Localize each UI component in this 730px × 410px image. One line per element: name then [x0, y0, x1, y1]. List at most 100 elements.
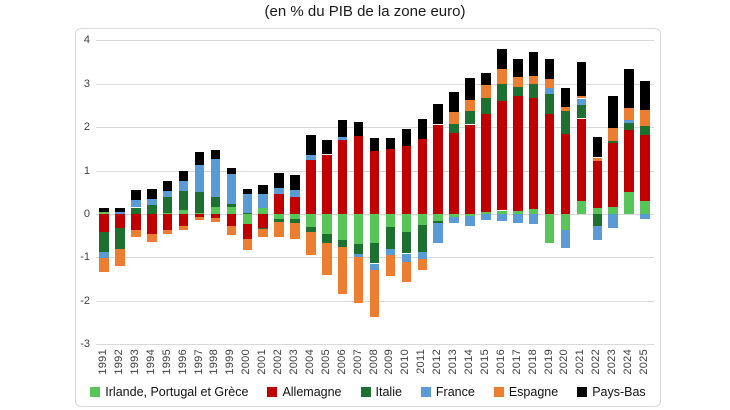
- bar-segment: [162, 230, 173, 234]
- legend-color-marker: [90, 387, 101, 397]
- bar-segment: [481, 113, 491, 212]
- bar-segment: [449, 91, 459, 112]
- bar-segment: [210, 206, 221, 214]
- bar-segment: [194, 152, 205, 165]
- bar-segment: [290, 174, 300, 190]
- bar-segment: [640, 126, 650, 135]
- x-axis-label: 2006: [335, 349, 348, 375]
- bar-segment: [481, 98, 491, 114]
- bar-segment: [433, 214, 443, 221]
- bar-segment: [353, 136, 364, 214]
- bar-segment: [306, 226, 316, 232]
- bar-segment: [115, 214, 125, 228]
- bar-segment: [528, 52, 539, 76]
- bar-segment: [337, 246, 348, 295]
- bar-segment: [226, 214, 236, 227]
- x-axis-label: 1996: [176, 349, 189, 375]
- bar-segment: [497, 101, 507, 211]
- bar-segment: [99, 212, 109, 214]
- legend-label: Irlande, Portugal et Grèce: [105, 385, 249, 399]
- bar-segment: [624, 68, 634, 108]
- bar-segment: [242, 238, 252, 251]
- bar-segment: [131, 189, 141, 201]
- bar-segment: [369, 263, 380, 270]
- bar-segment: [385, 214, 396, 227]
- bar-segment: [258, 184, 268, 194]
- legend-item: Espagne: [493, 385, 558, 399]
- bar-segment: [178, 214, 189, 227]
- bar-segment: [242, 214, 252, 224]
- bar-segment: [576, 95, 587, 99]
- bar-segment: [576, 200, 587, 214]
- bar-segment: [640, 110, 650, 127]
- bar-segment: [528, 84, 539, 98]
- bar-segment: [322, 154, 332, 214]
- bar-segment: [449, 214, 459, 217]
- x-axis-label: 2018: [526, 349, 539, 375]
- bar-segment: [162, 196, 173, 213]
- bar-segment: [194, 192, 205, 214]
- bar-segment: [162, 181, 173, 192]
- bar-segment: [592, 136, 602, 158]
- bar-segment: [306, 214, 316, 227]
- x-axis-label: 2019: [542, 349, 555, 375]
- bar-segment: [608, 214, 618, 228]
- bar-segment: [433, 223, 443, 243]
- bar-segment: [290, 223, 300, 240]
- bar-segment: [178, 191, 189, 211]
- bar-segment: [274, 221, 284, 237]
- bar-segment: [513, 214, 523, 223]
- bar-segment: [226, 174, 236, 204]
- gridline: [96, 84, 654, 85]
- bar-segment: [465, 216, 475, 227]
- bar-segment: [624, 122, 634, 131]
- bar-segment: [258, 194, 268, 209]
- bar-segment: [417, 214, 427, 225]
- bar-segment: [131, 214, 141, 231]
- bar-segment: [544, 94, 555, 114]
- bar-segment: [608, 140, 618, 144]
- bar-segment: [322, 242, 332, 276]
- bar-segment: [513, 210, 523, 214]
- bar-segment: [449, 216, 459, 224]
- bar-segment: [99, 258, 109, 273]
- bar-segment: [369, 151, 380, 214]
- bar-segment: [178, 226, 189, 231]
- bar-segment: [210, 149, 221, 159]
- legend-color-marker: [420, 387, 431, 397]
- bar-segment: [449, 111, 459, 124]
- bar-segment: [640, 134, 650, 201]
- bar-segment: [497, 49, 507, 70]
- x-axis-label: 2015: [478, 349, 491, 375]
- bar-segment: [306, 154, 316, 160]
- legend-label: Allemagne: [282, 385, 342, 399]
- bar-segment: [131, 230, 141, 237]
- bar-segment: [115, 208, 125, 212]
- bar-segment: [147, 199, 157, 205]
- x-axis-label: 1995: [160, 349, 173, 375]
- x-axis-label: 2021: [574, 349, 587, 375]
- bar-segment: [576, 104, 587, 119]
- bar-segment: [560, 87, 571, 108]
- bar-segment: [322, 140, 332, 155]
- bar-segment: [640, 81, 650, 111]
- legend-color-marker: [493, 387, 504, 397]
- bar-segment: [608, 95, 618, 129]
- x-axis-label: 2013: [447, 349, 460, 375]
- x-axis-label: 2010: [399, 349, 412, 375]
- bar-segment: [242, 223, 252, 239]
- bar-segment: [481, 73, 491, 86]
- x-axis-label: 1992: [112, 349, 125, 375]
- bar-segment: [147, 189, 157, 200]
- bar-segment: [608, 128, 618, 141]
- bar-segment: [417, 224, 427, 252]
- bar-segment: [624, 192, 634, 214]
- bar-segment: [131, 200, 141, 208]
- x-axis-label: 1993: [128, 349, 141, 375]
- bar-segment: [290, 197, 300, 214]
- bar-segment: [147, 204, 157, 214]
- x-axis-label: 2001: [256, 349, 269, 375]
- bar-segment: [560, 110, 571, 135]
- bar-segment: [131, 207, 141, 214]
